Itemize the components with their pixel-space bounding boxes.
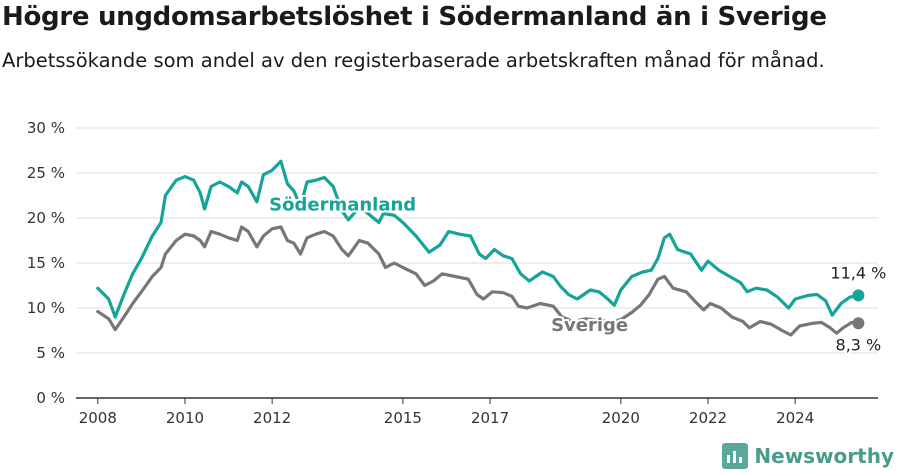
series-lines	[96, 159, 865, 337]
x-tick-label: 2015	[384, 409, 422, 427]
y-tick-label: 5 %	[36, 344, 65, 362]
series-label-sverige: Sverige	[551, 315, 628, 336]
x-tick-label: 2010	[166, 409, 204, 427]
x-tick-label: 2008	[79, 409, 117, 427]
y-tick-label: 20 %	[27, 209, 65, 227]
brand-name: Newsworthy	[754, 444, 894, 468]
x-tick-label: 2017	[471, 409, 509, 427]
chart-title: Högre ungdomsarbetslöshet i Södermanland…	[2, 2, 827, 32]
x-axis-ticks: 2008 2010 2012 2015 2017 2020 2022 2024	[79, 398, 814, 427]
series-label-sodermanland: Södermanland	[269, 195, 416, 216]
end-value-label-sodermanland: 11,4 %	[830, 263, 886, 282]
y-tick-label: 10 %	[27, 299, 65, 317]
endpoint-marker-sodermanland	[852, 289, 865, 302]
end-value-label-sverige: 8,3 %	[836, 335, 882, 354]
y-axis-ticks: 0 % 5 % 10 % 15 % 20 % 25 % 30 %	[27, 119, 65, 407]
endpoint-marker-sverige	[852, 317, 865, 330]
series-line-sodermanland	[96, 159, 860, 319]
series-line-sverige	[96, 225, 860, 337]
x-tick-label: 2022	[689, 409, 727, 427]
x-tick-label: 2012	[253, 409, 291, 427]
y-tick-label: 30 %	[27, 119, 65, 137]
x-tick-label: 2024	[776, 409, 814, 427]
chart-subtitle: Arbetssökande som andel av den registerb…	[2, 49, 825, 72]
y-tick-label: 15 %	[27, 254, 65, 272]
y-tick-label: 25 %	[27, 164, 65, 182]
bar-chart-icon	[722, 443, 749, 469]
y-tick-label: 0 %	[36, 389, 65, 407]
newsworthy-logo: Newsworthy	[722, 443, 894, 469]
gridlines	[76, 127, 878, 399]
series-labels: Södermanland Sverige 11,4 % 8,3 %	[267, 193, 888, 357]
x-tick-label: 2020	[602, 409, 640, 427]
